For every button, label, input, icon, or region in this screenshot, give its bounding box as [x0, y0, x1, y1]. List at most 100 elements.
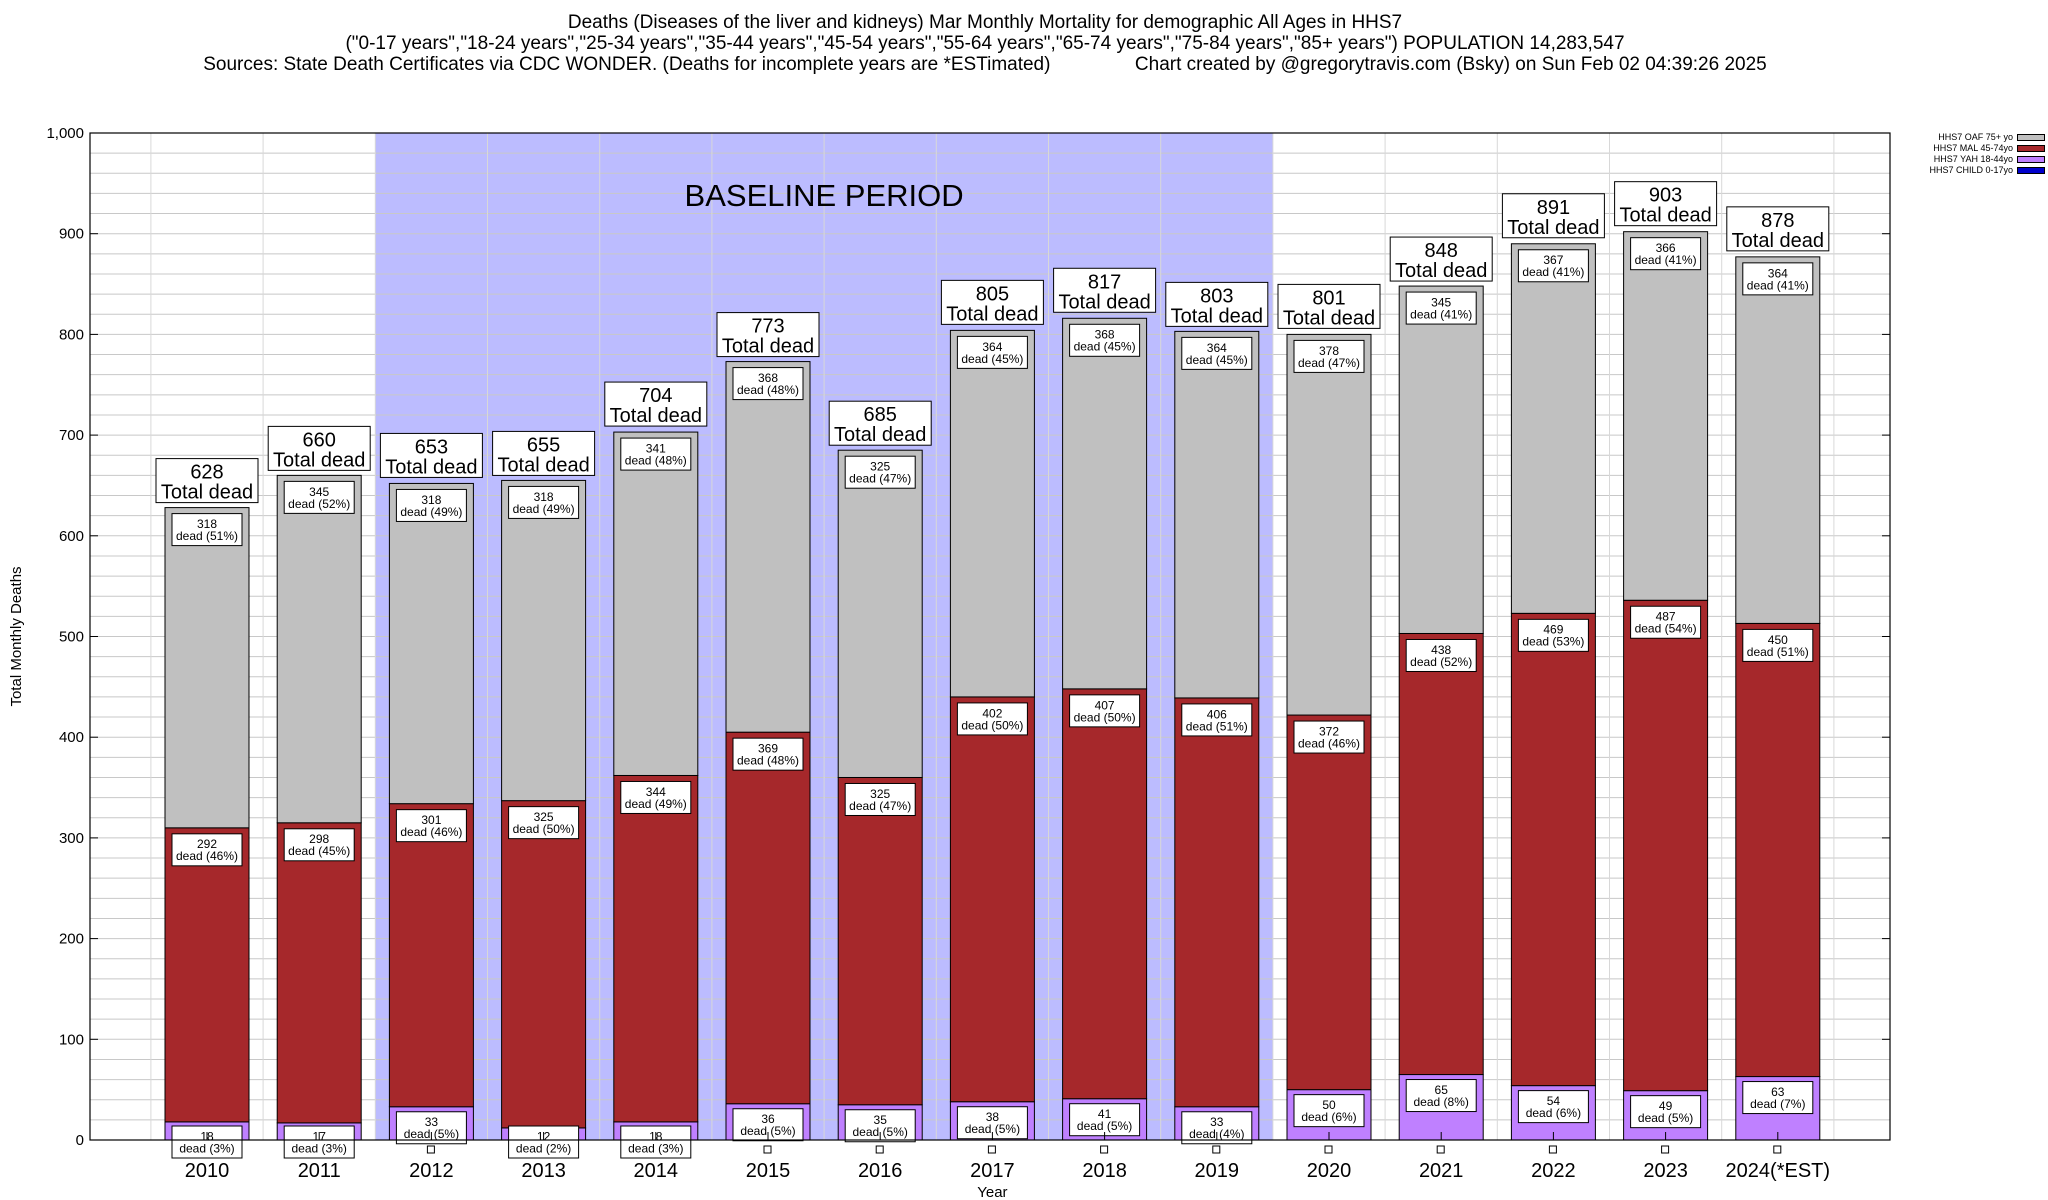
segment-label-oaf: dead (45%) — [1186, 353, 1248, 367]
segment-label-yah: 33 — [425, 1115, 439, 1129]
total-label-box — [1501, 193, 1605, 239]
segment-label-mal: 450 — [1768, 633, 1788, 647]
segment-label-mal-box — [1630, 605, 1702, 639]
bar-segment-oaf — [1623, 231, 1709, 601]
total-label-box — [1726, 206, 1830, 252]
segment-label-oaf: 366 — [1656, 241, 1676, 255]
total-label: 817 — [1088, 271, 1121, 293]
segment-label-oaf: 364 — [982, 340, 1002, 354]
x-tick-label: 2019 — [1195, 1160, 1240, 1182]
x-tick-label: 2017 — [970, 1160, 1015, 1182]
bar-segment-mal — [613, 774, 699, 1123]
segment-label-oaf-box — [956, 335, 1028, 369]
segment-label-mal: dead (51%) — [1186, 719, 1248, 733]
segment-label-oaf: 325 — [870, 460, 890, 474]
segment-label-yah: 35 — [874, 1113, 888, 1127]
child-value-marker — [1436, 1145, 1445, 1154]
y-tick-label: 100 — [59, 1031, 84, 1048]
bar-segment-mal — [725, 731, 811, 1105]
segment-label-oaf: 318 — [197, 517, 217, 531]
total-label-box — [604, 381, 708, 427]
total-label: Total dead — [610, 405, 702, 427]
total-label: 685 — [864, 404, 897, 426]
segment-label-yah-box — [1405, 1079, 1477, 1113]
x-tick-label: 2011 — [298, 1160, 341, 1182]
segment-label-oaf: dead (48%) — [737, 383, 799, 397]
legend-label-mal: HHS7 MAL 45-74yo — [1933, 143, 2013, 153]
segment-label-oaf: 368 — [758, 371, 778, 385]
segment-label-mal: 301 — [421, 813, 441, 827]
segment-label-oaf: 378 — [1319, 344, 1339, 358]
legend-item-yah: HHS7 YAH 18-44yo — [1880, 154, 2045, 165]
segment-label-mal: dead (46%) — [176, 849, 238, 863]
segment-label-yah-box — [1742, 1081, 1814, 1115]
x-tick-label: 2024(*EST) — [1726, 1160, 1831, 1182]
total-label-box — [379, 432, 483, 478]
segment-label-mal: 406 — [1207, 707, 1227, 721]
segment-label-oaf: 368 — [1095, 328, 1115, 342]
segment-label-oaf-box — [1517, 249, 1589, 283]
bar-segment-oaf — [837, 449, 923, 778]
x-axis-label: Year — [977, 1184, 1007, 1200]
total-label: Total dead — [273, 449, 365, 471]
y-tick-label: 700 — [59, 427, 84, 444]
segment-label-oaf: 345 — [309, 485, 329, 499]
bar-segment-mal — [1286, 714, 1372, 1091]
segment-label-yah: dead (7%) — [1750, 1097, 1805, 1111]
bar-segment-oaf — [1062, 317, 1148, 690]
segment-label-oaf: 364 — [1207, 341, 1227, 355]
legend-item-oaf: HHS7 OAF 75+ yo — [1880, 132, 2045, 143]
y-tick-label: 900 — [59, 226, 84, 243]
segment-label-mal-box — [1517, 618, 1589, 652]
segment-label-oaf-box — [620, 437, 692, 471]
child-value-marker — [426, 1145, 435, 1154]
segment-label-mal: 402 — [982, 706, 1002, 720]
x-tick-label: 2021 — [1419, 1160, 1464, 1182]
legend: HHS7 OAF 75+ yo HHS7 MAL 45-74yo HHS7 YA… — [1880, 132, 2045, 176]
x-tick-label: 2016 — [858, 1160, 903, 1182]
bar-segment-mal — [1062, 688, 1148, 1100]
bar-segment-oaf — [276, 474, 362, 824]
segment-label-mal-box — [732, 737, 804, 771]
bar-segment-oaf — [1286, 333, 1372, 716]
segment-label-yah: dead (6%) — [1301, 1110, 1356, 1124]
segment-label-yah-box — [508, 1125, 580, 1159]
total-label: Total dead — [1507, 217, 1599, 239]
segment-label-mal: 407 — [1095, 698, 1115, 712]
segment-label-oaf-box — [844, 455, 916, 489]
bar-segment-mal — [388, 803, 474, 1108]
total-label: Total dead — [161, 482, 253, 504]
total-label: 878 — [1761, 210, 1794, 232]
child-value-marker — [763, 1145, 772, 1154]
segment-label-yah-box — [1293, 1094, 1365, 1128]
x-tick-label: 2013 — [521, 1160, 566, 1182]
child-value-marker — [1100, 1145, 1109, 1154]
segment-label-yah: 49 — [1659, 1099, 1673, 1113]
segment-label-mal: 298 — [309, 832, 329, 846]
child-value-marker — [1212, 1145, 1221, 1154]
segment-label-yah: dead (3%) — [292, 1141, 347, 1155]
legend-item-mal: HHS7 MAL 45-74yo — [1880, 143, 2045, 154]
total-label-box — [267, 425, 371, 471]
bar-segment-oaf — [1510, 243, 1596, 614]
segment-label-oaf: 318 — [421, 493, 441, 507]
total-label: Total dead — [722, 336, 814, 358]
total-label-box — [1614, 181, 1718, 227]
segment-label-oaf: dead (48%) — [625, 453, 687, 467]
legend-swatch-oaf — [2017, 134, 2045, 141]
segment-label-oaf-box — [1069, 323, 1141, 357]
bar-segment-mal — [1623, 599, 1709, 1092]
x-tick-label: 2014 — [634, 1160, 679, 1182]
segment-label-mal: 292 — [197, 837, 217, 851]
bar-segment-mal — [276, 822, 362, 1124]
segment-label-mal-box — [1742, 628, 1814, 662]
child-value-marker — [1548, 1145, 1557, 1154]
segment-label-mal: 469 — [1543, 623, 1563, 637]
segment-label-yah: 65 — [1435, 1083, 1449, 1097]
total-label: 773 — [751, 316, 784, 338]
bar-segment-oaf — [1735, 256, 1821, 624]
segment-label-mal: dead (46%) — [400, 825, 462, 839]
x-tick-label: 2018 — [1082, 1160, 1127, 1182]
segment-label-mal: dead (51%) — [1747, 645, 1809, 659]
